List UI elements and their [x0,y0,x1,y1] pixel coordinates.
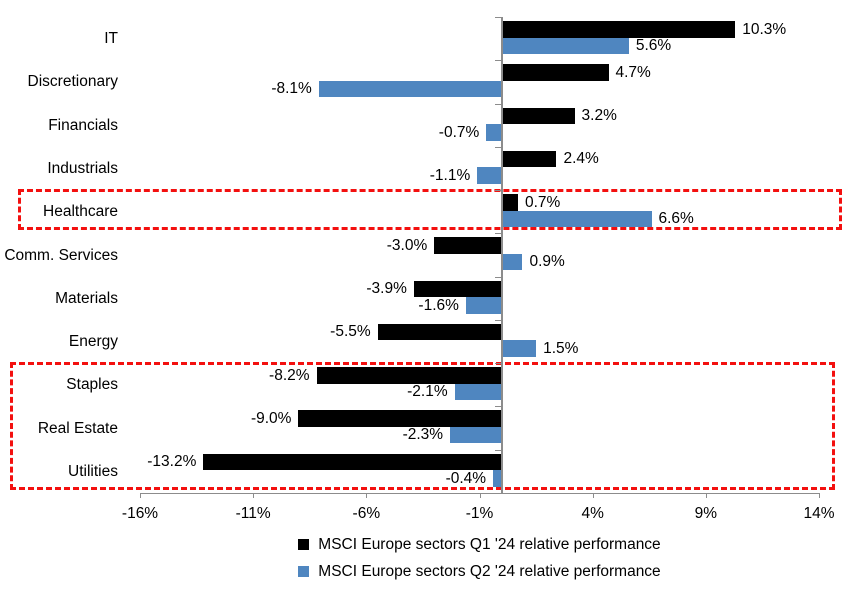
y-axis-tick [495,60,503,62]
value-label-q2-staples: -2.1% [407,383,448,401]
value-label-q1-real-estate: -9.0% [250,409,292,427]
x-tick-label-1: -1% [465,505,494,522]
bar-q1-materials [413,280,503,298]
value-label-q2-financials: -0.7% [438,123,480,141]
value-label-q2-discretionary: -8.1% [271,80,312,98]
highlight-box-staples-realestate-utilities [10,361,835,490]
bar-q2-energy [502,340,537,357]
legend-item-q2: MSCI Europe sectors Q2 '24 relative perf… [298,561,661,582]
x-axis-tick [366,493,368,498]
bar-q1-financials [502,107,575,125]
value-label-q1-staples: -8.2% [269,366,310,384]
category-label-utilities: Utilities [68,462,118,480]
y-axis-tick [495,190,503,192]
y-axis-tick [495,233,503,235]
bar-q1-staples [316,367,503,384]
category-label-staples: Staples [66,376,118,394]
y-axis-tick [495,363,503,365]
x-axis-tick [253,493,255,498]
value-label-q2-utilities: -0.4% [445,469,487,487]
y-axis-tick [495,319,503,321]
value-label-q2-materials: -1.6% [418,296,459,314]
bar-q2-discretionary [318,80,503,98]
bar-q2-utilities [493,470,503,487]
x-tick-label-16: -16% [121,505,159,522]
legend-swatch-q1-icon [298,539,310,550]
category-label-comm-services: Comm. Services [4,246,118,264]
x-axis-tick [140,493,141,498]
y-axis-tick [495,146,503,148]
bar-q2-comm-services [502,253,523,271]
legend-swatch-q2-icon [298,566,310,577]
x-axis-tick [705,493,707,498]
category-label-it: IT [104,30,118,48]
category-label-real-estate: Real Estate [37,419,118,437]
bar-q1-healthcare [502,194,518,211]
x-tick-label-9: 9% [694,505,718,522]
value-label-q1-discretionary: 4.7% [615,63,651,81]
bar-q2-real-estate [450,426,503,444]
y-axis-tick [495,276,503,278]
x-axis-tick [819,493,820,498]
bar-q1-it [502,21,736,38]
x-tick-label-11: -11% [235,505,271,522]
x-tick-label-14: 14% [803,505,835,522]
x-tick-label-4: 4% [581,505,604,522]
value-label-q1-it: 10.3% [742,20,787,38]
bar-q2-healthcare [502,210,652,228]
y-axis-tick [495,449,503,451]
bar-q2-materials [465,297,503,314]
value-label-q2-real-estate: -2.3% [402,426,444,444]
value-label-q2-industrials: -1.1% [429,166,471,184]
category-label-financials: Financials [48,116,118,134]
x-tick-label-6: -6% [352,505,381,522]
legend-item-q1: MSCI Europe sectors Q1 '24 relative perf… [298,534,661,555]
highlight-box-healthcare [18,188,842,231]
value-label-q2-energy: 1.5% [543,339,579,357]
category-label-discretionary: Discretionary [27,73,118,91]
value-label-q1-financials: 3.2% [581,107,617,125]
y-axis-tick [495,103,503,105]
value-label-q1-utilities: -13.2% [147,453,197,471]
bar-q2-it [502,37,629,54]
category-label-healthcare: Healthcare [43,203,118,221]
category-label-energy: Energy [68,333,118,351]
bar-q2-staples [454,383,503,401]
value-label-q1-industrials: 2.4% [563,150,599,168]
x-axis-tick [479,493,481,498]
bar-q2-financials [486,124,503,141]
y-axis-line [501,17,503,493]
y-axis-tick [495,406,503,408]
bar-q1-energy [377,323,503,341]
value-label-q1-comm-services: -3.0% [386,236,428,254]
bar-q1-real-estate [298,410,503,427]
value-label-q1-healthcare: 0.7% [524,193,561,211]
value-label-q2-comm-services: 0.9% [529,253,565,271]
bar-q1-industrials [502,150,557,168]
value-label-q1-materials: -3.9% [366,280,407,298]
y-axis-tick [495,17,503,18]
category-label-industrials: Industrials [47,159,118,177]
value-label-q2-healthcare: 6.6% [658,210,694,228]
legend-label-q2: MSCI Europe sectors Q2 '24 relative perf… [318,563,661,580]
chart-legend: MSCI Europe sectors Q1 '24 relative perf… [140,534,819,582]
bar-q2-industrials [477,167,503,184]
value-label-q2-it: 5.6% [635,37,672,54]
bar-q1-discretionary [502,64,609,81]
legend-label-q1: MSCI Europe sectors Q1 '24 relative perf… [318,536,661,553]
bar-q1-comm-services [434,237,503,254]
x-axis-tick [592,493,594,498]
value-label-q1-energy: -5.5% [330,323,371,341]
bar-q1-utilities [203,453,503,471]
category-label-materials: Materials [55,289,118,307]
